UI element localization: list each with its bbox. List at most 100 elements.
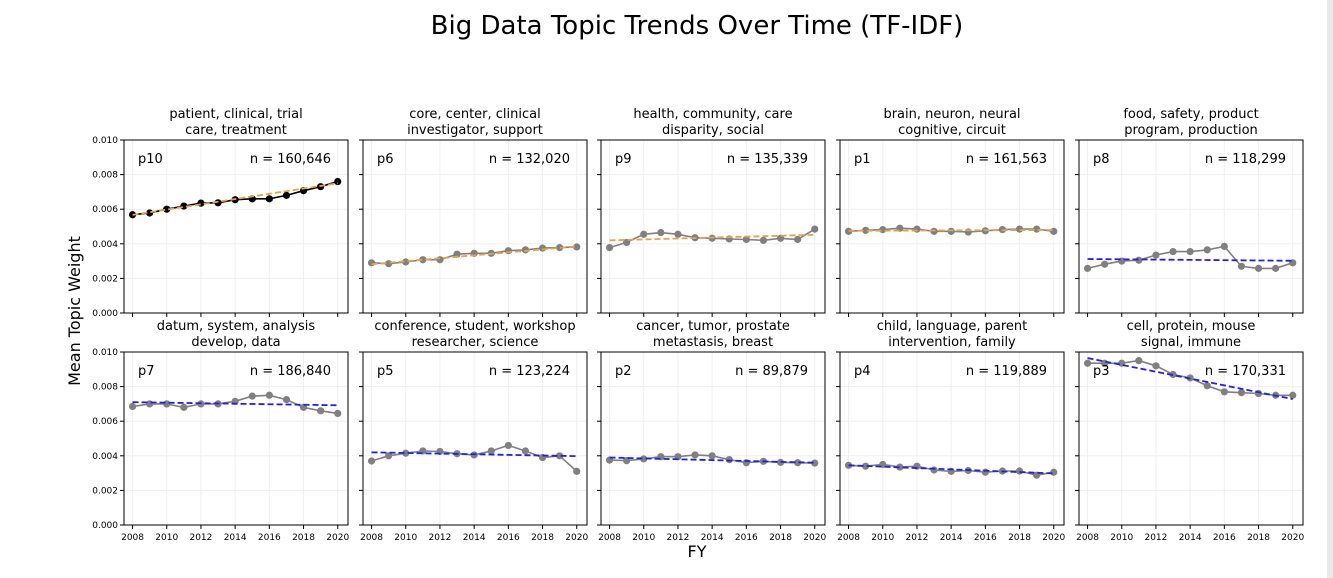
panel-frame (839, 139, 1065, 314)
trend-line (609, 456, 815, 464)
sample-size-label: n = 89,879 (735, 364, 808, 379)
data-point (862, 226, 870, 234)
panel-title-line: child, language, parent (877, 319, 1028, 334)
figure-title: Big Data Topic Trends Over Time (TF-IDF) (431, 11, 964, 41)
data-point (1101, 260, 1109, 268)
data-point (844, 227, 853, 235)
x-tick-label: 2010 (871, 533, 894, 543)
data-point (811, 225, 819, 233)
panel-title-line: cell, protein, mouse (1127, 319, 1256, 334)
x-axis-label: FY (688, 542, 707, 561)
panel-p7: 0.000 0.002 0.004 0.006 0.008 0.010 2008 2010 20… (92, 319, 349, 543)
data-point (521, 447, 530, 455)
data-point (981, 468, 989, 476)
trend-line (132, 401, 338, 407)
panel-title-line: develop, data (191, 335, 280, 350)
sample-size-label: n = 160,646 (250, 152, 331, 167)
trend-line (609, 233, 815, 242)
x-tick-label: 2020 (326, 533, 349, 543)
panel-id-label: p8 (1093, 152, 1110, 167)
x-tick-label: 2020 (1281, 533, 1304, 543)
data-point (691, 451, 699, 459)
data-point (1220, 388, 1228, 396)
panel-id-label: p1 (854, 152, 871, 167)
x-tick-label: 2010 (155, 533, 178, 543)
data-point (1050, 227, 1058, 235)
panel-frame (123, 139, 349, 314)
panel-id-label: p5 (377, 364, 394, 379)
scrollbar[interactable] (1327, 0, 1333, 578)
data-point (759, 236, 768, 244)
data-point (1135, 256, 1143, 264)
panel-title-line: cancer, tumor, prostate (636, 319, 790, 334)
trend-line (848, 229, 1054, 232)
panel-id-label: p7 (138, 364, 155, 379)
y-tick-label: 0.000 (92, 309, 118, 319)
data-point (794, 235, 802, 244)
data-point (436, 256, 444, 264)
data-point (1272, 264, 1280, 272)
x-tick-label: 2008 (837, 533, 860, 543)
panel-frame (1078, 139, 1304, 314)
panel-title-line: program, production (1124, 123, 1258, 138)
panel-frame (1078, 351, 1304, 526)
data-point (1237, 262, 1246, 270)
x-tick-label: 2018 (531, 533, 554, 543)
y-axis-label: Mean Topic Weight (65, 236, 84, 386)
sample-size-label: n = 119,889 (966, 364, 1047, 379)
trend-line (1087, 357, 1293, 400)
panel-p2: 2008 2010 2012 2014 2016 2018 2020 cancer, tumo… (597, 319, 826, 543)
x-tick-label: 2018 (1008, 533, 1031, 543)
x-tick-label: 2014 (1179, 533, 1202, 543)
x-tick-label: 2016 (974, 533, 997, 543)
x-tick-label: 2008 (598, 533, 621, 543)
data-point (146, 400, 154, 408)
data-point (1186, 247, 1194, 256)
data-point (367, 259, 376, 267)
panel-title-line: signal, immune (1141, 335, 1241, 350)
data-point (811, 459, 819, 467)
panel-title-line: intervention, family (888, 335, 1016, 350)
panel-title-line: disparity, social (662, 123, 764, 138)
data-point (742, 235, 750, 244)
panel-id-label: p4 (854, 364, 871, 379)
trend-line (371, 245, 577, 266)
data-point (1083, 264, 1092, 272)
y-tick-label: 0.004 (92, 452, 118, 462)
data-point (794, 459, 802, 467)
x-tick-label: 2014 (701, 533, 724, 543)
trend-line (132, 182, 338, 216)
x-tick-label: 2018 (769, 533, 792, 543)
data-point (265, 195, 273, 203)
data-point (197, 199, 205, 207)
panel-p4: 2008 2010 2012 2014 2016 2018 2020 child, langu… (836, 319, 1065, 543)
panel-grid: 0.000 0.002 0.004 0.006 0.008 0.010 patient, c… (92, 107, 1304, 543)
data-point (163, 205, 171, 213)
x-tick-label: 2012 (1144, 533, 1167, 543)
panel-title-line: datum, system, analysis (157, 319, 316, 334)
data-point (930, 466, 938, 474)
data-point (419, 256, 427, 264)
data-point (265, 391, 273, 399)
panel-frame (600, 351, 826, 526)
x-tick-label: 2012 (905, 533, 928, 543)
panel-title-line: researcher, science (412, 335, 539, 350)
data-point (708, 452, 716, 460)
data-point (605, 244, 614, 252)
y-tick-label: 0.002 (92, 486, 118, 496)
data-point (1203, 382, 1211, 390)
panel-title-line: conference, student, workshop (374, 319, 575, 334)
x-tick-label: 2016 (258, 533, 281, 543)
sample-size-label: n = 132,020 (489, 152, 570, 167)
y-tick-label: 0.008 (92, 383, 118, 393)
data-point (538, 244, 547, 252)
panel-p5: 2008 2010 2012 2014 2016 2018 2020 conference, … (359, 319, 588, 543)
panel-frame (362, 351, 588, 526)
panel-id-label: p9 (615, 152, 632, 167)
panel-p3: 2008 2010 2012 2014 2016 2018 2020 cell, protei… (1075, 319, 1304, 543)
data-point (163, 400, 171, 408)
trend-line (1087, 258, 1293, 262)
data-point (402, 449, 410, 457)
panel-title-line: brain, neuron, neural (883, 107, 1020, 122)
